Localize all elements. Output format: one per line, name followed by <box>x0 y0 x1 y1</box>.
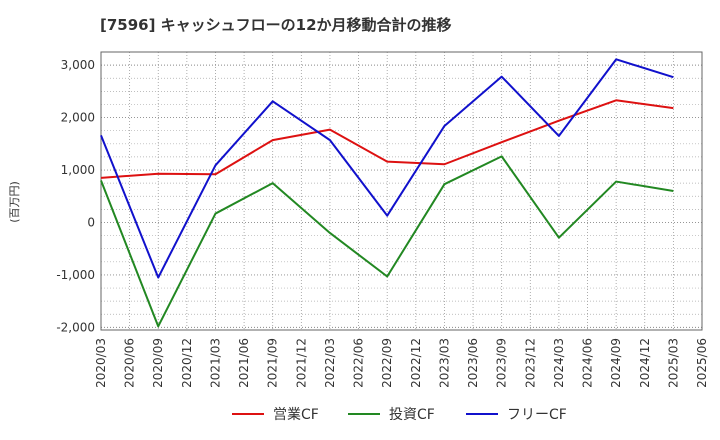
chart-title: [7596] キャッシュフローの12か月移動合計の推移 <box>100 16 452 34</box>
legend-label: 営業CF <box>273 407 319 423</box>
x-tick-label: 2024/03 <box>552 338 566 388</box>
x-tick-label: 2021/03 <box>208 338 222 388</box>
x-tick-label: 2021/09 <box>266 338 280 388</box>
y-ticks: -2,000 -1,000 0 1,000 2,000 3,000 <box>56 58 95 334</box>
series-line <box>100 58 674 279</box>
x-tick-label: 2021/06 <box>237 338 251 388</box>
y-tick-label: 3,000 <box>61 58 95 72</box>
legend-label: 投資CF <box>389 407 435 423</box>
x-tick-label: 2020/03 <box>94 338 108 388</box>
y-tick-label: 1,000 <box>61 163 95 177</box>
x-tick-label: 2020/06 <box>123 338 137 388</box>
x-tick-label: 2025/06 <box>695 338 709 388</box>
x-tick-label: 2023/03 <box>437 338 451 388</box>
x-tick-label: 2023/12 <box>523 338 537 388</box>
y-axis-label: (百万円) <box>8 181 21 223</box>
y-tick-label: -1,000 <box>56 268 95 282</box>
y-tick-label: 2,000 <box>61 111 95 125</box>
x-tick-label: 2020/09 <box>151 338 165 388</box>
x-tick-label: 2024/12 <box>638 338 652 388</box>
x-ticks: 2020/03 2020/06 2020/09 2020/12 2021/03 2021/… <box>94 338 709 388</box>
legend-label: フリーCF <box>507 407 567 423</box>
x-tick-label: 2024/09 <box>609 338 623 388</box>
x-tick-label: 2023/09 <box>495 338 509 388</box>
y-tick-label: 0 <box>87 215 95 229</box>
legend: 営業CF 投資CF フリーCF <box>232 407 567 423</box>
plot-frame <box>100 51 703 331</box>
x-tick-label: 2020/12 <box>180 338 194 388</box>
x-tick-label: 2022/12 <box>409 338 423 388</box>
series-lines <box>100 58 674 328</box>
series-line <box>100 99 674 179</box>
x-tick-label: 2022/09 <box>380 338 394 388</box>
x-tick-label: 2022/06 <box>352 338 366 388</box>
grid <box>100 51 703 330</box>
x-tick-label: 2023/06 <box>466 338 480 388</box>
x-tick-label: 2024/06 <box>581 338 595 388</box>
series-line <box>100 155 674 328</box>
x-tick-label: 2021/12 <box>294 338 308 388</box>
x-tick-label: 2022/03 <box>323 338 337 388</box>
x-tick-label: 2025/03 <box>666 338 680 388</box>
y-tick-label: -2,000 <box>56 320 95 334</box>
